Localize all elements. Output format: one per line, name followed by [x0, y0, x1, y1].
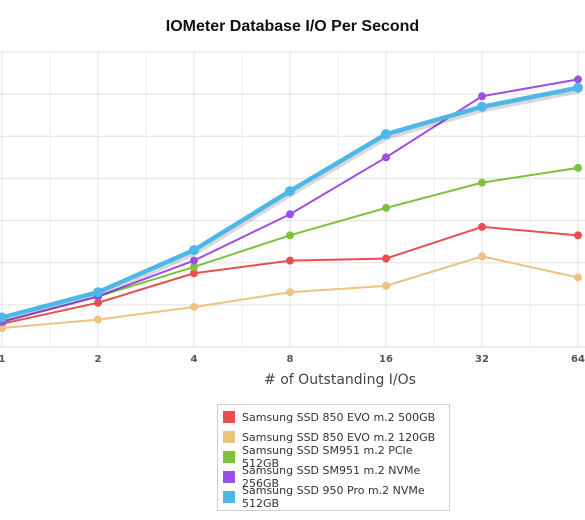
legend-swatch: [223, 491, 235, 503]
x-tick-label: 16: [379, 354, 393, 365]
data-point: [286, 210, 294, 219]
data-point: [573, 82, 583, 93]
legend-item: Samsung SSD 850 EVO m.2 120GB: [218, 427, 449, 447]
x-tick-labels: 1 2 4 8 16 32 64: [0, 354, 585, 365]
data-point: [382, 153, 390, 162]
legend-item: Samsung SSD SM951 m.2 NVMe 256GB: [218, 464, 449, 490]
legend-label: Samsung SSD SM951 m.2 NVMe 256GB: [242, 464, 421, 490]
data-point: [0, 324, 6, 333]
data-point: [285, 186, 295, 197]
legend: Samsung SSD 850 EVO m.2 500GB Samsung SSD…: [217, 404, 450, 511]
data-point: [189, 245, 199, 256]
data-point: [382, 203, 390, 212]
data-point: [574, 75, 582, 84]
data-point: [0, 312, 7, 323]
x-axis-label: # of Outstanding I/Os: [264, 372, 416, 388]
legend-item: Samsung SSD 950 Pro m.2 NVMe 512GB: [218, 484, 449, 510]
x-tick-label: 4: [191, 354, 198, 365]
data-point: [93, 287, 103, 298]
x-tick-label: 1: [0, 354, 6, 365]
data-point: [94, 315, 102, 324]
legend-swatch: [223, 451, 235, 463]
legend-swatch: [223, 471, 235, 483]
legend-label: Samsung SSD 850 EVO m.2 500GB: [242, 410, 436, 424]
series-4: [0, 75, 582, 326]
data-point: [381, 129, 391, 140]
data-point: [382, 281, 390, 290]
data-point: [382, 254, 390, 263]
series-2: [0, 252, 582, 333]
legend-swatch: [223, 411, 235, 423]
data-point: [190, 269, 198, 278]
series-group: [0, 75, 583, 333]
data-point: [478, 222, 486, 231]
data-point: [478, 252, 486, 261]
x-tick-label: 2: [95, 354, 102, 365]
data-point: [477, 101, 487, 112]
x-tick-label: 32: [475, 354, 489, 365]
series-line-shadow: [2, 88, 580, 323]
x-tick-label: 64: [571, 354, 585, 365]
legend-item: Samsung SSD SM951 m.2 PCIe 512GB: [218, 444, 449, 470]
data-point: [478, 92, 486, 101]
data-point: [574, 231, 582, 240]
data-point: [478, 178, 486, 187]
data-point: [574, 273, 582, 282]
data-point: [574, 163, 582, 172]
legend-swatch: [223, 431, 235, 443]
data-point: [286, 231, 294, 240]
grid: [0, 51, 585, 348]
legend-label: Samsung SSD SM951 m.2 PCIe 512GB: [242, 444, 413, 470]
plot-area: 1 2 4 8 16 32 64: [0, 51, 585, 365]
x-tick-label: 8: [287, 354, 294, 365]
data-point: [94, 298, 102, 307]
data-point: [286, 288, 294, 297]
series-5: [0, 82, 583, 323]
data-point: [286, 256, 294, 265]
data-point: [190, 302, 198, 311]
legend-label: Samsung SSD 950 Pro m.2 NVMe 512GB: [242, 484, 425, 510]
legend-label: Samsung SSD 850 EVO m.2 120GB: [242, 430, 436, 444]
data-point: [190, 256, 198, 265]
chart-title: IOMeter Database I/O Per Second: [165, 18, 420, 35]
legend-item: Samsung SSD 850 EVO m.2 500GB: [218, 407, 449, 427]
data-point: [190, 262, 198, 271]
